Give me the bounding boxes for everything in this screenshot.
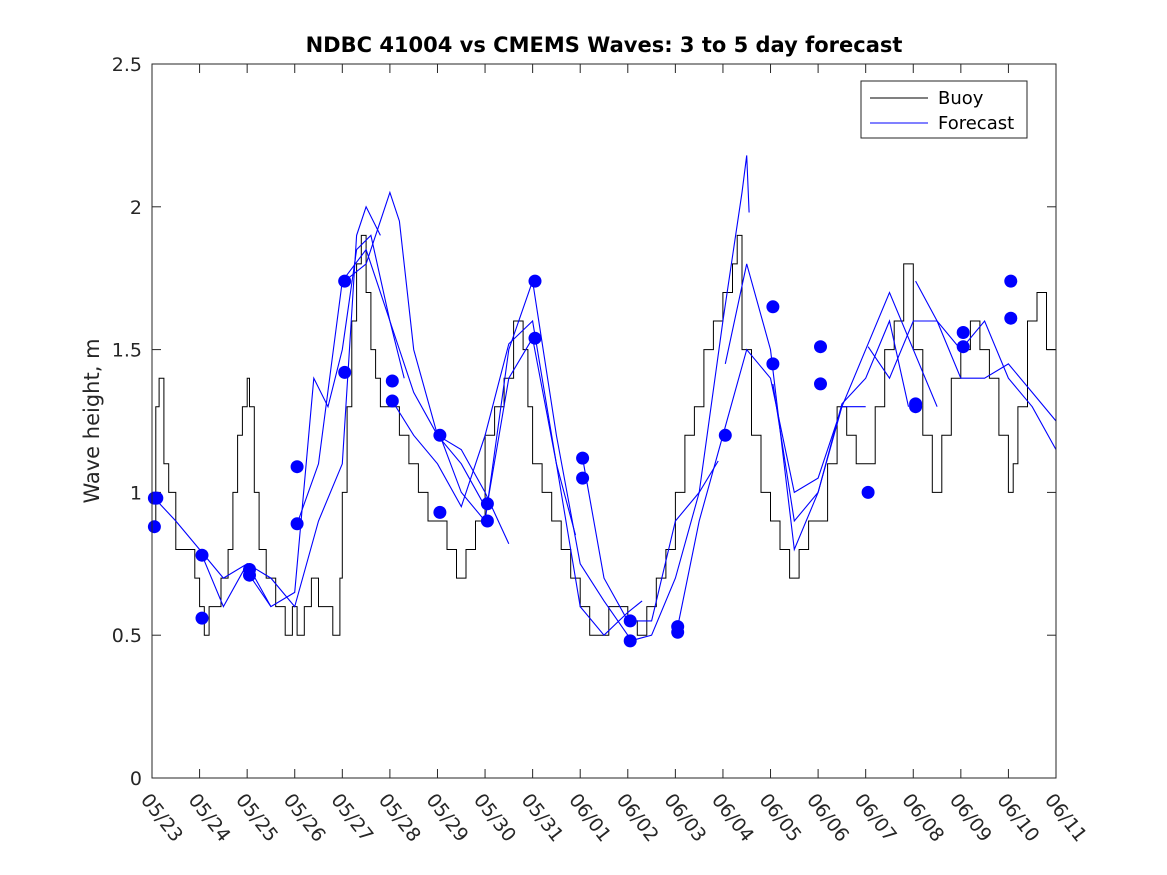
y-tick-label: 1	[130, 482, 142, 504]
legend: Buoy Forecast	[860, 80, 1028, 139]
y-tick-label: 2	[130, 197, 142, 219]
forecast-series-line-10	[630, 155, 750, 642]
forecast-series-line-13	[772, 291, 938, 523]
forecast-marker	[718, 428, 732, 442]
legend-buoy-label: Buoy	[938, 88, 984, 109]
forecast-marker	[338, 365, 352, 379]
forecast-marker	[385, 374, 399, 388]
forecast-marker	[576, 451, 590, 465]
forecast-marker	[195, 548, 209, 562]
forecast-marker	[290, 517, 304, 531]
forecast-marker	[861, 485, 875, 499]
forecast-series-line-4	[296, 248, 486, 524]
forecast-series-line-11	[677, 348, 866, 627]
forecast-marker	[433, 428, 447, 442]
forecast-marker	[528, 274, 542, 288]
forecast-marker	[623, 634, 637, 648]
forecast-marker	[150, 491, 164, 505]
forecast-marker	[338, 274, 352, 288]
forecast-marker	[909, 400, 923, 414]
forecast-series-line-3	[249, 234, 405, 608]
forecast-marker	[956, 340, 970, 354]
forecast-marker	[814, 340, 827, 354]
forecast-marker	[1004, 274, 1018, 288]
forecast-series-line-6	[391, 319, 577, 536]
forecast-marker	[1004, 311, 1018, 325]
forecast-series-line-5	[344, 190, 510, 545]
forecast-marker	[195, 611, 209, 625]
forecast-marker	[814, 377, 827, 391]
forecast-marker	[671, 625, 685, 639]
y-tick-label: 0	[130, 768, 142, 790]
forecast-marker	[576, 471, 590, 485]
forecast-marker	[956, 326, 970, 339]
chart-title: NDBC 41004 vs CMEMS Waves: 3 to 5 day fo…	[306, 33, 903, 57]
y-tick-label: 1.5	[112, 340, 142, 362]
forecast-marker	[385, 394, 399, 408]
y-tick-label: 2.5	[112, 54, 142, 76]
forecast-marker	[433, 505, 447, 519]
forecast-marker	[623, 614, 637, 628]
plot-frame	[151, 63, 1057, 779]
forecast-marker	[480, 497, 494, 511]
y-tick-label: 0.5	[112, 625, 142, 647]
forecast-marker	[528, 331, 542, 345]
forecast-series-line-15	[915, 280, 1057, 422]
y-axis-label: Wave height, m	[80, 338, 104, 503]
forecast-marker	[147, 520, 161, 534]
plot-area	[147, 155, 1057, 648]
forecast-marker	[243, 568, 256, 582]
forecast-series-line-2	[201, 205, 381, 608]
forecast-series-line-8	[486, 336, 643, 637]
legend-forecast-label: Forecast	[938, 113, 1014, 134]
forecast-marker	[290, 460, 304, 474]
forecast-marker	[766, 357, 780, 371]
legend-box	[860, 80, 1028, 139]
forecast-marker	[480, 514, 494, 528]
forecast-marker	[766, 300, 780, 314]
